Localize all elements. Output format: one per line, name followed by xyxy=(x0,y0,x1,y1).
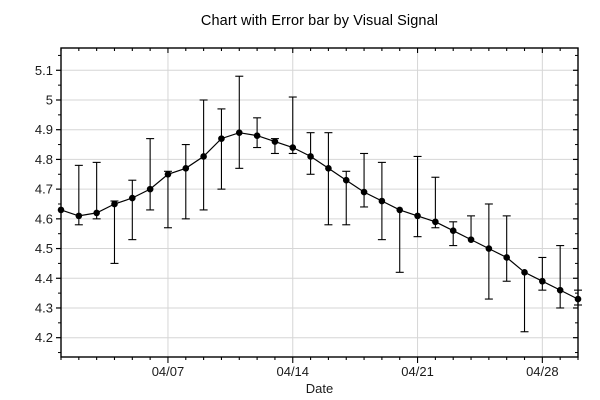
y-tick-label: 4.4 xyxy=(35,271,53,286)
data-point xyxy=(485,245,493,252)
y-tick-label: 5 xyxy=(46,92,53,107)
plot-frame xyxy=(60,47,579,358)
data-point xyxy=(521,269,528,276)
data-point xyxy=(467,236,475,243)
data-point xyxy=(396,206,404,214)
y-tick-label: 4.8 xyxy=(35,152,53,167)
y-tick-label: 4.6 xyxy=(35,211,53,226)
data-point xyxy=(182,165,190,172)
data-point xyxy=(325,165,332,172)
data-point xyxy=(503,254,510,261)
series-line xyxy=(60,132,579,300)
data-point xyxy=(360,188,368,196)
data-point xyxy=(218,135,225,142)
data-point xyxy=(307,153,314,160)
data-point xyxy=(556,286,564,294)
data-point xyxy=(289,144,297,151)
x-tick-label: 04/28 xyxy=(526,364,559,379)
x-tick-label: 04/21 xyxy=(401,364,434,379)
data-point xyxy=(449,227,457,235)
data-point xyxy=(111,200,118,208)
x-axis-label: Date xyxy=(305,381,334,396)
y-tick-label: 4.3 xyxy=(35,300,53,315)
data-point xyxy=(253,132,261,139)
x-tick-label: 04/14 xyxy=(276,364,309,379)
data-point xyxy=(271,138,279,145)
data-point xyxy=(342,176,350,184)
data-point xyxy=(129,194,136,202)
data-point xyxy=(93,209,100,217)
y-tick-label: 4.7 xyxy=(35,182,53,197)
data-point xyxy=(235,129,243,136)
data-point xyxy=(432,218,439,226)
y-tick-label: 4.9 xyxy=(35,122,53,137)
x-tick-label: 04/07 xyxy=(152,364,185,379)
y-tick-label: 4.2 xyxy=(35,330,53,345)
data-point xyxy=(75,212,83,220)
data-point xyxy=(164,170,172,178)
data-point xyxy=(378,197,386,205)
y-tick-label: 5.1 xyxy=(35,63,53,78)
chart-title: Chart with Error bar by Visual Signal xyxy=(200,13,439,29)
y-tick-label: 4.5 xyxy=(35,241,53,256)
data-point xyxy=(539,277,546,285)
data-point xyxy=(146,185,154,193)
data-point xyxy=(200,153,207,160)
data-point xyxy=(414,212,421,220)
